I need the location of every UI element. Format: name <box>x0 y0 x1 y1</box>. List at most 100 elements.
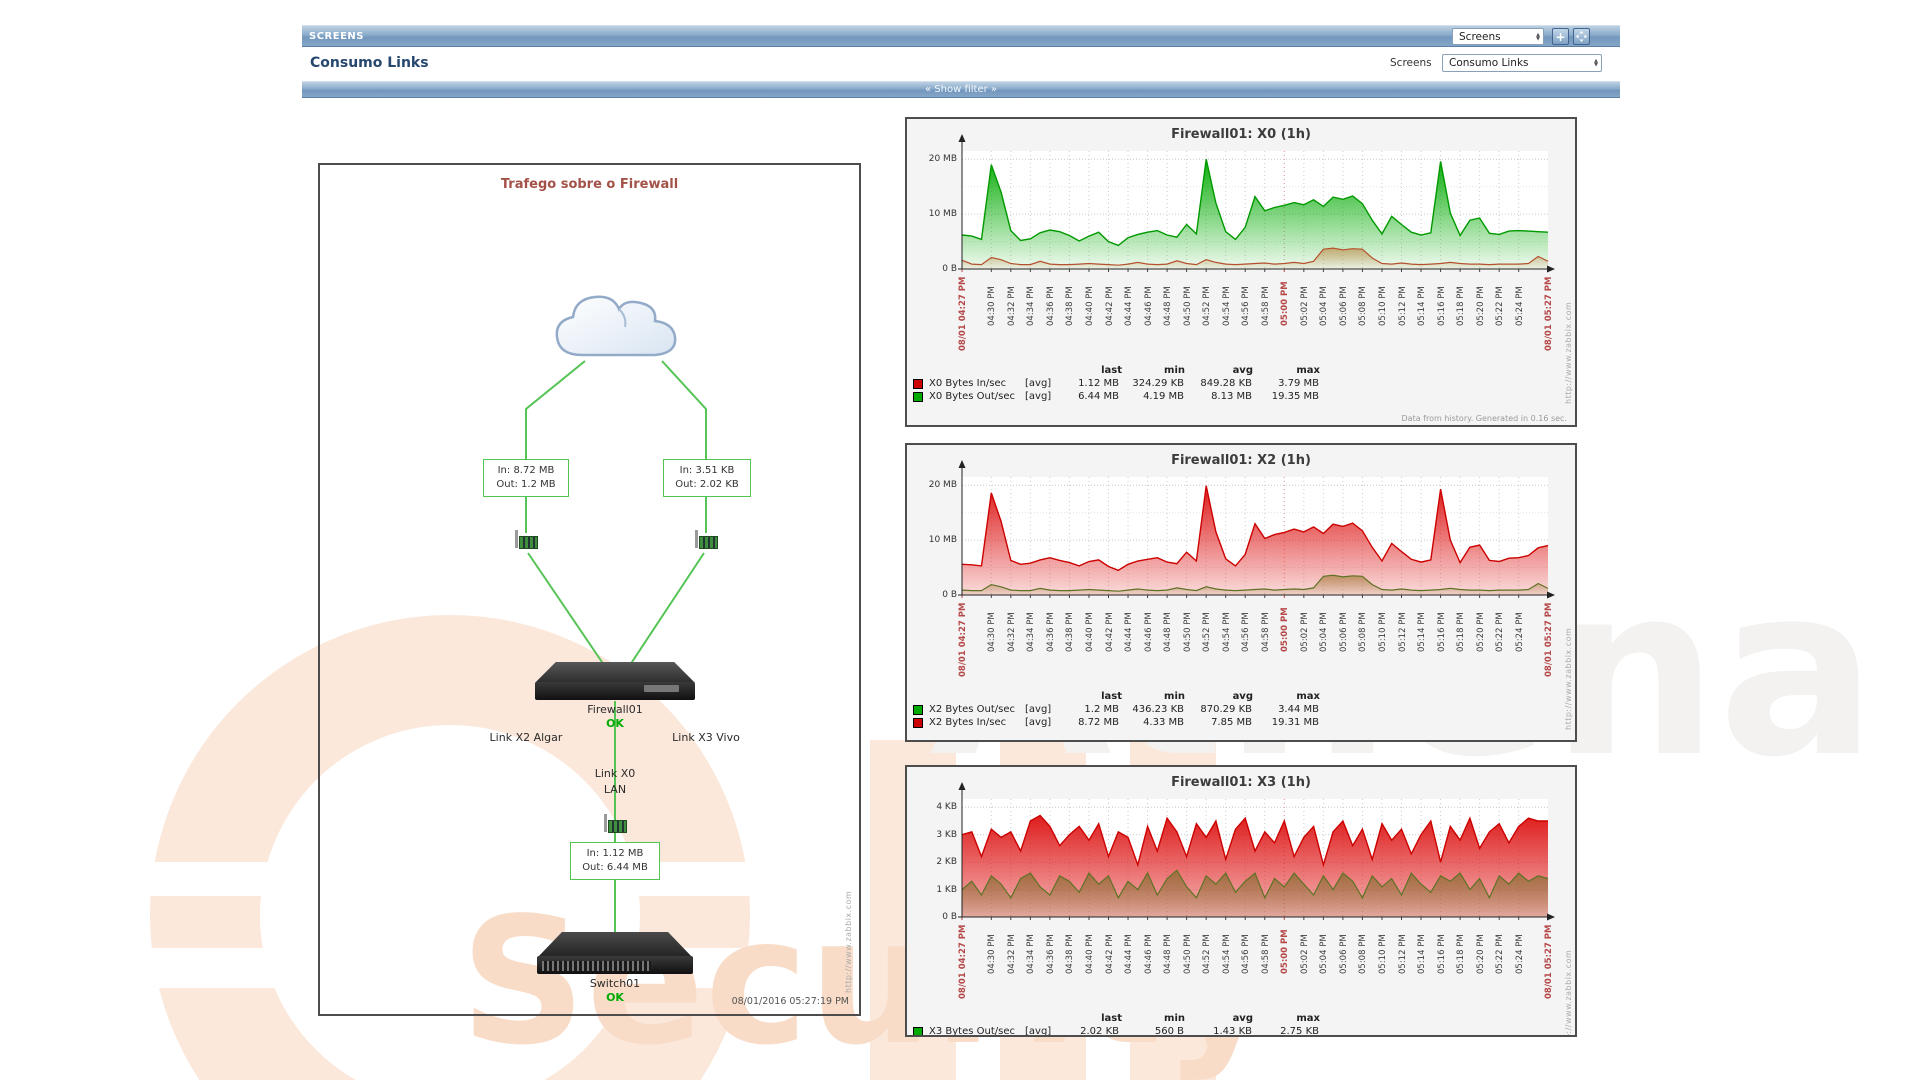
firewall-label: Firewall01 <box>587 703 643 716</box>
y-axis-tick-label: 4 KB <box>936 802 957 813</box>
legend-value-last: 6.44 MB <box>1078 391 1119 402</box>
x-axis-tick-label: 08/01 04:27 PM <box>958 602 968 677</box>
legend-header: last <box>1101 1013 1122 1024</box>
y-axis-tick-label: 0 B <box>942 264 957 274</box>
legend-swatch <box>913 392 923 402</box>
legend-value-min: 324.29 KB <box>1132 378 1184 389</box>
x-axis-tick-label: 05:16 PM <box>1436 612 1447 652</box>
legend-swatch <box>913 379 923 389</box>
x-axis-tick-label: 05:00 PM <box>1280 281 1291 326</box>
link-x2-out-value: Out: 1.2 MB <box>496 479 556 490</box>
firewall-status: OK <box>606 717 624 730</box>
legend-header: min <box>1164 365 1185 376</box>
graph-panel-x2[interactable]: Firewall01: X2 (1h) 20 MB 10 MB 0 B 08/01 04… <box>905 443 1577 742</box>
link-x2-in-value: In: 8.72 MB <box>497 465 555 476</box>
legend-value-last: 8.72 MB <box>1078 717 1119 728</box>
y-axis-tick-label: 20 MB <box>928 154 957 165</box>
legend-function: [avg] <box>1025 378 1052 389</box>
add-screen-button[interactable]: + <box>1552 28 1569 45</box>
internet-cloud-icon[interactable] <box>547 283 687 365</box>
x-axis-tick-label: 04:50 PM <box>1182 286 1193 326</box>
fullscreen-button[interactable] <box>1573 28 1590 45</box>
graph-plot-area[interactable] <box>907 445 1575 607</box>
x-axis-tick-label: 04:46 PM <box>1143 612 1154 652</box>
x-axis-tick-label: 04:46 PM <box>1143 286 1154 326</box>
link-x3-traffic-label[interactable]: In: 3.51 KB Out: 2.02 KB <box>663 459 751 497</box>
switch-device[interactable] <box>537 932 693 974</box>
link-x3-nic-icon[interactable] <box>695 530 718 549</box>
link-x0-traffic-label[interactable]: In: 1.12 MB Out: 6.44 MB <box>570 842 660 880</box>
legend-value-min: 560 B <box>1154 1026 1184 1037</box>
legend-series-label: X2 Bytes In/sec <box>929 717 1007 728</box>
x-axis-tick-label: 04:34 PM <box>1026 934 1037 974</box>
link-x2-nic-icon[interactable] <box>515 530 538 549</box>
legend-series-label: X2 Bytes Out/sec <box>929 704 1015 715</box>
legend-swatch <box>913 1027 923 1035</box>
link-x2-traffic-label[interactable]: In: 8.72 MB Out: 1.2 MB <box>483 459 569 497</box>
show-filter-bar[interactable]: « Show filter » <box>302 81 1620 98</box>
y-axis-tick-label: 2 KB <box>936 857 957 868</box>
x-axis-tick-label: 05:06 PM <box>1338 934 1349 974</box>
x-axis-tick-label: 05:10 PM <box>1377 934 1388 974</box>
x-axis-tick-label: 04:48 PM <box>1163 286 1174 326</box>
legend-header: max <box>1296 365 1320 376</box>
x-axis-tick-label: 04:40 PM <box>1084 612 1095 652</box>
x-axis-tick-label: 05:18 PM <box>1456 286 1467 326</box>
legend-value-last: 1.2 MB <box>1084 704 1119 715</box>
x-axis-tick-label: 05:20 PM <box>1475 934 1486 974</box>
show-filter-label: « Show filter » <box>924 84 998 95</box>
x-axis-tick-label: 04:30 PM <box>987 934 998 974</box>
legend-value-max: 2.75 KB <box>1280 1026 1319 1037</box>
x-axis-tick-label: 04:30 PM <box>987 286 998 326</box>
y-axis-tick-label: 3 KB <box>936 829 957 840</box>
x-axis-tick-label: 08/01 05:27 PM <box>1544 924 1554 999</box>
x-axis-tick-label: 05:08 PM <box>1358 934 1369 974</box>
x-axis-tick-label: 04:34 PM <box>1026 286 1037 326</box>
x-axis-tick-label: 04:32 PM <box>1006 934 1017 974</box>
graph-footer-note: Data from history. Generated in 0.16 sec… <box>1402 740 1567 742</box>
x-axis-tick-label: 04:48 PM <box>1163 612 1174 652</box>
graph-title: Firewall01: X2 (1h) <box>1171 453 1311 468</box>
graph-plot-area[interactable] <box>907 767 1575 929</box>
legend-value-avg: 8.13 MB <box>1211 391 1252 402</box>
x-axis-tick-label: 04:58 PM <box>1260 286 1271 326</box>
page-title-row: Consumo Links Screens Consumo Links ▲ ▼ <box>302 47 1620 81</box>
screen-select[interactable]: Consumo Links ▲ ▼ <box>1442 54 1602 72</box>
x-axis-tick-label: 04:56 PM <box>1241 934 1252 974</box>
legend-header: avg <box>1232 691 1253 702</box>
x-axis-tick-label: 08/01 04:27 PM <box>958 924 968 999</box>
link-x0-nic-icon[interactable] <box>604 814 627 833</box>
graph-panel-x0[interactable]: Firewall01: X0 (1h) 20 MB 10 MB 0 B 08/01 04… <box>905 117 1577 427</box>
x-axis-tick-label: 04:58 PM <box>1260 612 1271 652</box>
x-axis-tick-label: 04:30 PM <box>987 612 998 652</box>
x-axis-tick-label: 05:10 PM <box>1377 286 1388 326</box>
graph-panel-x3[interactable]: Firewall01: X3 (1h) 4 KB 3 KB 2 KB 1 KB 0 B 08… <box>905 765 1577 1037</box>
legend-swatch <box>913 705 923 715</box>
x-axis-tick-label: 05:06 PM <box>1338 612 1349 652</box>
select-spinner-icon: ▲ ▼ <box>1536 31 1540 42</box>
firewall-device[interactable] <box>535 662 695 700</box>
screens-type-select[interactable]: Screens ▲ ▼ <box>1452 28 1544 45</box>
legend-header: min <box>1164 1013 1185 1024</box>
legend-value-max: 3.79 MB <box>1278 378 1319 389</box>
x-axis-tick-label: 05:24 PM <box>1514 286 1525 326</box>
x-axis-tick-label: 04:54 PM <box>1221 286 1232 326</box>
x-axis-tick-label: 05:02 PM <box>1299 934 1310 974</box>
network-map-panel[interactable]: Trafego sobre o Firewall In: 8.72 MB Ou <box>318 163 861 1016</box>
y-axis-tick-label: 1 KB <box>936 884 957 895</box>
link-x0-in-value: In: 1.12 MB <box>586 848 644 859</box>
x-axis-tick-label: 04:54 PM <box>1221 612 1232 652</box>
x-axis-tick-label: 04:56 PM <box>1241 286 1252 326</box>
graph-plot-area[interactable] <box>907 119 1575 281</box>
series-area-x2-bytes-in-sec <box>962 485 1548 595</box>
legend-value-min: 4.33 MB <box>1143 717 1184 728</box>
legend-header: avg <box>1232 1013 1253 1024</box>
x-axis-tick-label: 05:12 PM <box>1397 286 1408 326</box>
legend-value-min: 4.19 MB <box>1143 391 1184 402</box>
graph-zabbix-url: http://www.zabbix.com <box>1564 301 1573 404</box>
x-axis-tick-label: 05:00 PM <box>1280 929 1291 974</box>
y-axis-tick-label: 0 B <box>942 590 957 600</box>
x-axis-tick-label: 04:44 PM <box>1124 286 1135 326</box>
x-axis-tick-label: 05:06 PM <box>1338 286 1349 326</box>
x-axis-tick-label: 05:08 PM <box>1358 286 1369 326</box>
